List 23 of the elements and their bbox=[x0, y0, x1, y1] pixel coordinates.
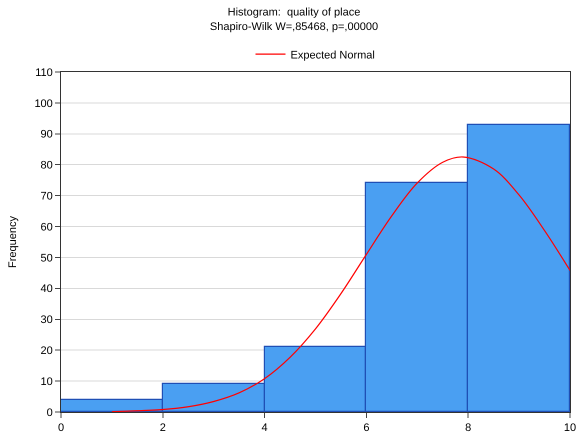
y-tick-label: 20 bbox=[40, 345, 53, 358]
line-series bbox=[111, 156, 570, 412]
y-tick-label: 50 bbox=[40, 252, 53, 264]
y-tick-label: 30 bbox=[40, 314, 53, 326]
legend-label: Expected Normal bbox=[290, 49, 375, 62]
x-tick-label: 2 bbox=[160, 422, 166, 434]
y-tick-label: 90 bbox=[40, 128, 53, 141]
y-tick-label: 70 bbox=[40, 190, 53, 202]
y-tick-label: 0 bbox=[46, 406, 53, 419]
y-axis-title: Frequency bbox=[7, 216, 20, 268]
x-tick-label: 10 bbox=[564, 422, 576, 434]
y-tick-label: 60 bbox=[40, 221, 53, 234]
x-tick-label: 8 bbox=[465, 422, 472, 434]
y-tick-label: 80 bbox=[40, 160, 53, 172]
y-tick-label: 110 bbox=[35, 66, 53, 79]
x-tick-label: 0 bbox=[58, 422, 64, 434]
chart-subtitle: Shapiro-Wilk W=,85468, p=,00000 bbox=[210, 20, 378, 33]
x-tick-label: 4 bbox=[262, 422, 268, 434]
chart-title: Histogram: quality of place bbox=[228, 6, 360, 19]
y-tick-label: 40 bbox=[40, 283, 53, 296]
x-tick-label: 6 bbox=[363, 422, 370, 434]
y-tick-label: 100 bbox=[34, 98, 53, 110]
y-tick-label: 10 bbox=[40, 376, 53, 388]
